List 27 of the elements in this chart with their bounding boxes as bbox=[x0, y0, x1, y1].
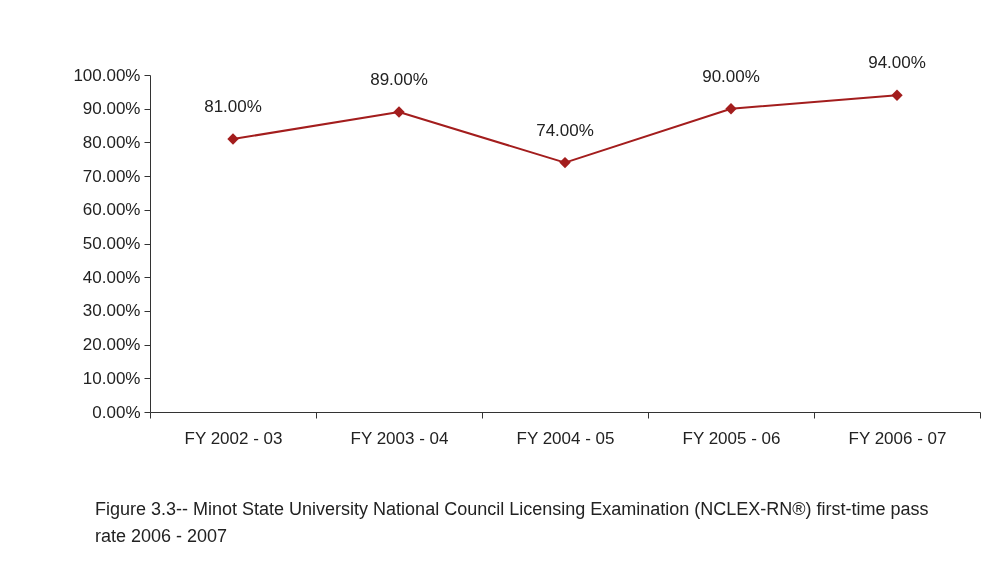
data-label: 81.00% bbox=[204, 97, 262, 117]
x-tick-label: FY 2003 - 04 bbox=[350, 428, 449, 448]
data-label: 90.00% bbox=[702, 66, 760, 86]
x-tick-label: FY 2004 - 05 bbox=[516, 428, 615, 448]
data-label: 89.00% bbox=[370, 70, 428, 90]
y-tick-label: 100.00% bbox=[73, 65, 141, 85]
point bbox=[725, 103, 737, 115]
y-tick-label: 60.00% bbox=[82, 200, 141, 220]
y-tick-label: 0.00% bbox=[92, 402, 141, 422]
y-tick-label: 70.00% bbox=[82, 166, 141, 186]
x-tick-label: FY 2002 - 03 bbox=[184, 428, 283, 448]
x-tick-label: FY 2006 - 07 bbox=[848, 428, 947, 448]
y-tick-label: 50.00% bbox=[82, 234, 141, 253]
data-label: 94.00% bbox=[868, 53, 926, 73]
y-tick-label: 30.00% bbox=[82, 301, 141, 321]
point bbox=[891, 89, 903, 101]
y-tick-label: 80.00% bbox=[82, 132, 141, 152]
point bbox=[559, 156, 571, 169]
y-tick-label: 10.00% bbox=[82, 368, 141, 388]
y-tick-label: 90.00% bbox=[82, 99, 141, 119]
point bbox=[227, 133, 239, 145]
point bbox=[393, 106, 405, 118]
caption: Figure 3.3-- Minot State University National Council Licensing Examination (NCLEX-RN®) first-time pass rate 2006 - 2007 bbox=[95, 498, 930, 548]
y-tick-label: 40.00% bbox=[82, 267, 141, 287]
data-label: 74.00% bbox=[536, 120, 594, 140]
x-tick-label: FY 2005 - 06 bbox=[682, 428, 781, 448]
y-tick-label: 20.00% bbox=[82, 335, 141, 355]
